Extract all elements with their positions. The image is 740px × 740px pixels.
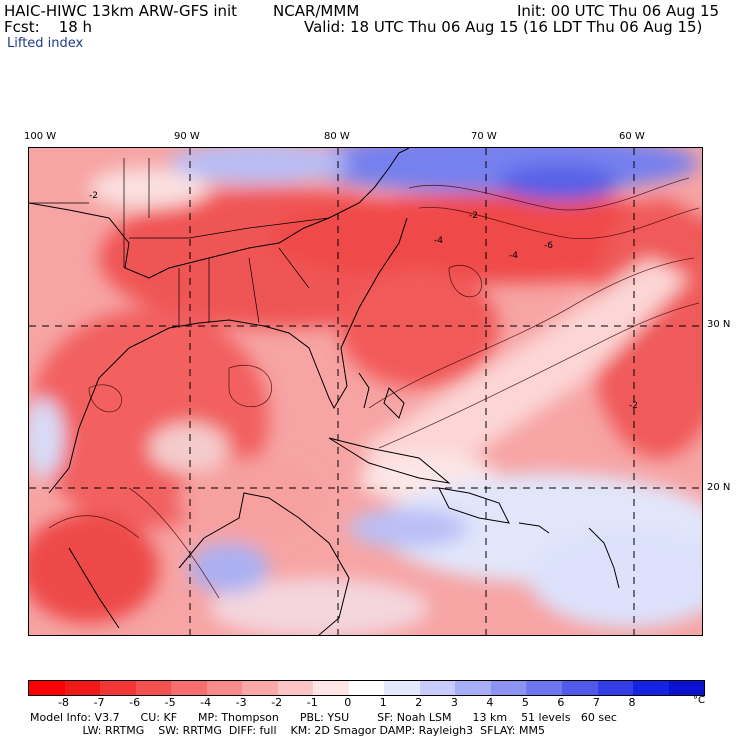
colorbar-swatch: [242, 681, 278, 695]
colorbar-tick-label: 3: [450, 696, 458, 709]
field-shading: [29, 148, 702, 635]
colorbar-tick-label: 2: [415, 696, 423, 709]
lon-label-80w: 80 W: [324, 131, 350, 142]
colorbar-tick-label: -4: [200, 696, 212, 709]
lat-label-30n: 30 N: [707, 319, 731, 330]
colorbar-unit: °C: [693, 695, 705, 706]
lon-label-70w: 70 W: [471, 131, 497, 142]
colorbar-tick-label: 4: [486, 696, 494, 709]
colorbar-swatch: [29, 681, 65, 695]
model-info-line1: Model Info: V3.7 CU: KF MP: Thompson PBL…: [30, 711, 617, 724]
init-time: Init: 00 UTC Thu 06 Aug 15: [517, 2, 720, 20]
colorbar-swatch: [526, 681, 562, 695]
colorbar-swatch: [348, 681, 385, 695]
lon-label-90w: 90 W: [174, 131, 200, 142]
lifted-index-map: -4 -2 -4 -6 -2 -2: [28, 147, 703, 636]
colorbar-swatch: [455, 681, 491, 695]
colorbar-swatch: [668, 681, 705, 695]
colorbar-tick-label: 8: [628, 696, 636, 709]
colorbar-swatch: [277, 681, 314, 695]
state-borders: [29, 158, 330, 328]
coastlines: [29, 148, 620, 635]
contour-label: -4: [509, 251, 518, 261]
contour-label: -4: [434, 236, 443, 246]
contours: [48, 177, 700, 599]
model-info-line2: LW: RRTMG SW: RRTMG DIFF: full KM: 2D Sm…: [30, 724, 545, 737]
colorbar-swatch: [384, 681, 420, 695]
colorbar-tick-label: -5: [164, 696, 176, 709]
model-title: HAIC-HIWC 13km ARW-GFS init: [4, 2, 238, 20]
colorbar-swatch: [135, 681, 172, 695]
contour-label: -2: [629, 401, 638, 411]
colorbar-swatch: [490, 681, 527, 695]
colorbar-swatch: [313, 681, 349, 695]
map-svg: -4 -2 -4 -6 -2 -2: [29, 148, 702, 635]
colorbar-tick-label: -3: [235, 696, 247, 709]
colorbar-tick-label: 5: [521, 696, 529, 709]
contour-label: -6: [544, 241, 553, 251]
colorbar-tick-label: 7: [592, 696, 600, 709]
lon-label-60w: 60 W: [619, 131, 645, 142]
valid-time: Valid: 18 UTC Thu 06 Aug 15 (16 LDT Thu …: [304, 18, 703, 36]
colorbar-swatch: [419, 681, 456, 695]
colorbar-tick-label: 1: [379, 696, 387, 709]
colorbar-tick-label: -7: [93, 696, 105, 709]
colorbar-tick-label: 6: [557, 696, 565, 709]
colorbar-swatch: [633, 681, 669, 695]
colorbar-swatch: [206, 681, 243, 695]
agency-label: NCAR/MMM: [273, 2, 360, 20]
colorbar-swatch: [64, 681, 101, 695]
colorbar-swatch: [561, 681, 598, 695]
colorbar-tick-label: -1: [306, 696, 318, 709]
lon-label-100w: 100 W: [24, 131, 57, 142]
colorbar: [28, 680, 705, 696]
colorbar-tick-label: -6: [129, 696, 141, 709]
colorbar-tick-label: -8: [58, 696, 69, 709]
colorbar-swatch: [597, 681, 634, 695]
colorbar-tick-label: 0: [344, 696, 352, 709]
contour-label: -2: [469, 211, 478, 221]
contour-label: -2: [89, 191, 98, 201]
colorbar-swatch: [100, 681, 136, 695]
lat-label-20n: 20 N: [707, 482, 731, 493]
field-name: Lifted index: [7, 36, 84, 51]
colorbar-swatch: [171, 681, 207, 695]
forecast-hour: Fcst: 18 h: [4, 18, 93, 36]
colorbar-tick-label: -2: [271, 696, 283, 709]
